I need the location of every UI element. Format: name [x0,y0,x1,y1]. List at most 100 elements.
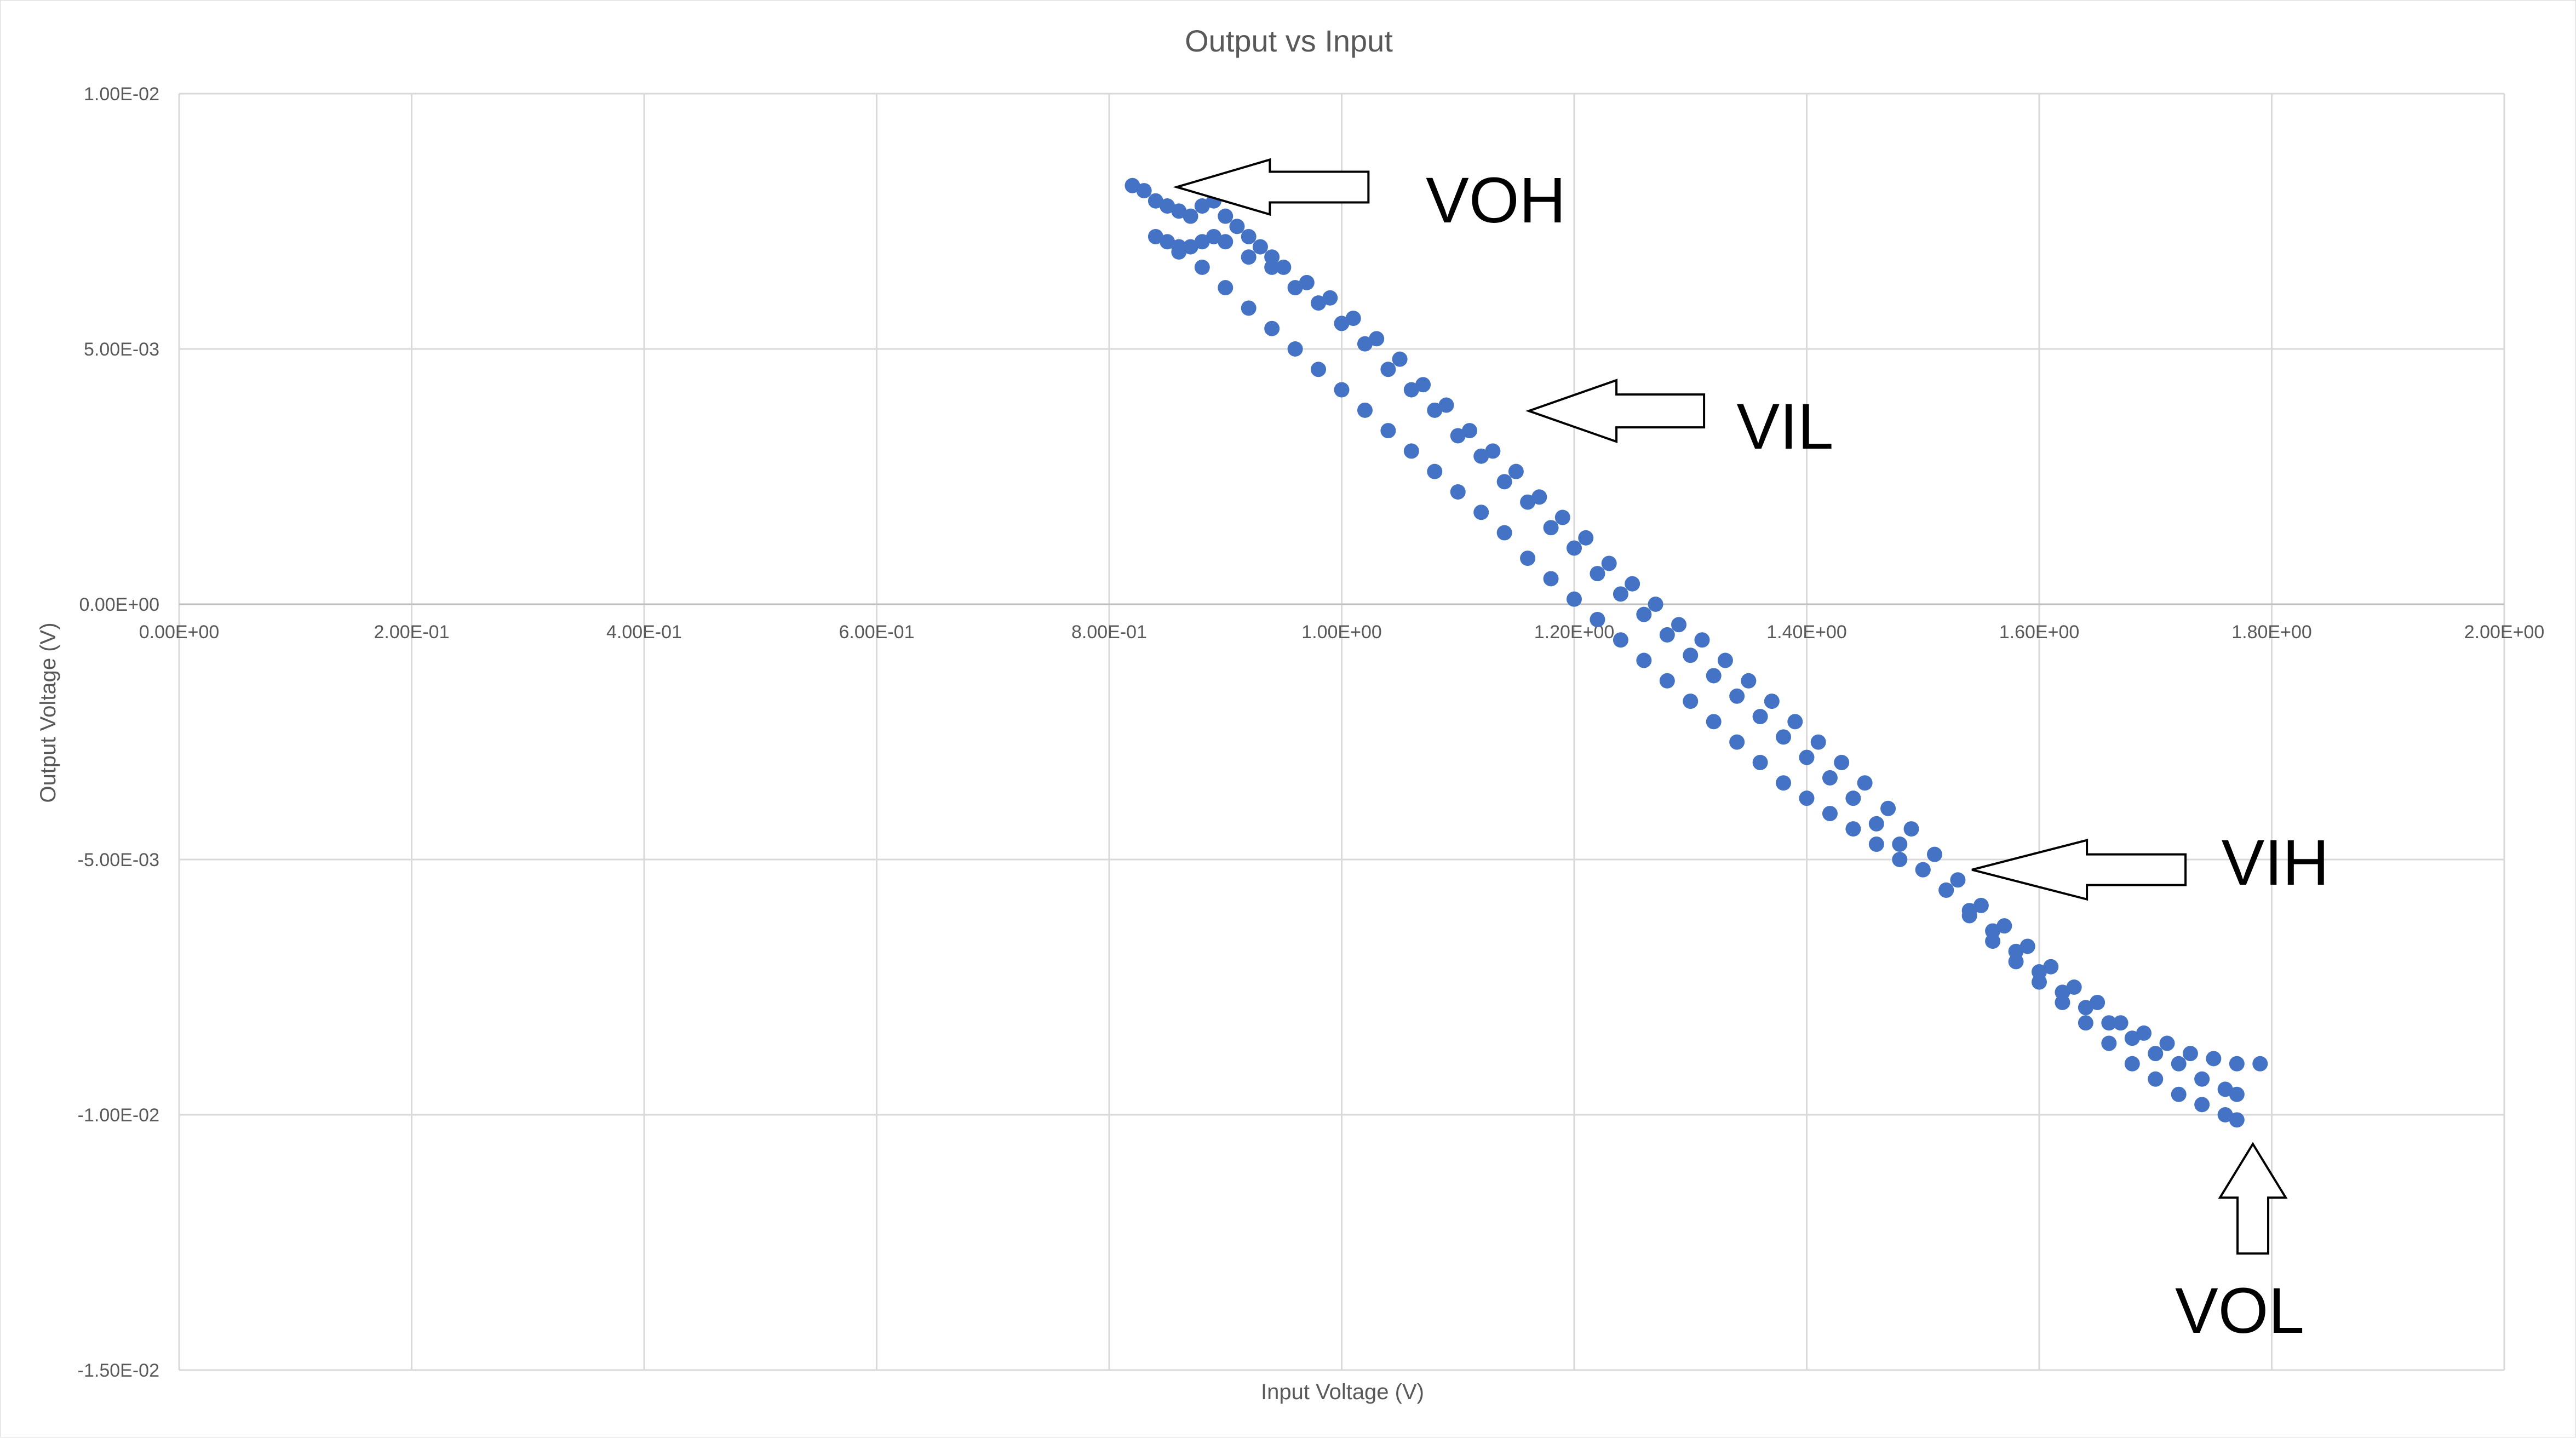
tick-labels: 0.00E+00 2.00E-01 4.00E-01 6.00E-01 8.00E-01… [78,84,2545,1381]
data-point [1892,852,1908,867]
y-axis-title: Output Voltage (V) [36,622,60,803]
data-point [2008,954,2024,970]
data-point [1148,228,1163,244]
data-point [1392,351,1408,367]
data-point [1438,397,1454,413]
data-point [1880,800,1896,816]
data-point [1485,443,1501,459]
data-point [1683,694,1699,709]
data-point [2217,1107,2233,1122]
data-point [1229,219,1245,234]
x-tick-label: 4.00E-01 [606,622,682,643]
data-point [1938,882,1954,898]
data-point [1590,611,1605,627]
data-point [1160,234,1175,250]
data-point [2078,1015,2093,1031]
data-point [2148,1071,2164,1087]
chart-title: Output vs Input [1185,24,1393,58]
data-point [1590,566,1605,582]
data-point [1892,837,1908,852]
gridlines [178,93,2505,1371]
data-point [2055,994,2070,1010]
data-point [2124,1030,2140,1046]
data-point [2124,1056,2140,1072]
data-point [1427,463,1443,479]
data-point [1578,530,1594,546]
voh-label: VOH [1426,164,1566,237]
data-point [1171,244,1187,260]
data-point [2032,974,2047,990]
vol-label: VOL [2175,1275,2304,1347]
data-point [2229,1112,2245,1128]
y-tick-label: 1.00E-02 [84,84,159,105]
data-point [1160,198,1175,214]
data-point [1183,208,1198,224]
data-point [1218,208,1234,224]
x-tick-label: 1.00E+00 [1301,622,1382,643]
data-point [1799,749,1815,765]
data-point [1636,652,1652,668]
data-point [1194,198,1210,214]
data-point [1369,331,1385,347]
data-point [1799,790,1815,806]
data-point [1334,382,1350,398]
data-point [1729,688,1745,704]
data-point [1148,193,1163,209]
data-point [2148,1046,2164,1062]
x-tick-label: 1.60E+00 [1999,622,2080,643]
data-point [1915,862,1931,878]
data-point [1776,775,1792,791]
data-point [1194,234,1210,250]
data-point [1787,714,1803,730]
data-point [1613,586,1628,602]
data-point [1473,448,1489,464]
x-tick-label: 6.00E-01 [839,622,915,643]
x-tick-label: 8.00E-01 [1071,622,1147,643]
y-tick-label: -1.50E-02 [78,1360,159,1381]
data-point [1415,377,1431,393]
data-point [1961,908,1977,924]
data-point [1625,576,1640,592]
data-point [1357,336,1373,352]
data-point [2136,1025,2152,1041]
data-point [1706,714,1722,730]
data-point [1241,300,1257,316]
data-point [1834,754,1850,770]
data-point [1567,591,1582,607]
data-point [2252,1056,2268,1072]
data-point [1601,555,1617,571]
data-point [1520,551,1536,566]
data-point [1636,606,1652,622]
data-point [1764,694,1780,709]
data-point [2101,1035,2117,1051]
data-point [1345,311,1361,326]
data-point [2182,1046,2198,1062]
data-point [1903,821,1919,837]
data-point [2206,1051,2222,1067]
data-point [1845,821,1861,837]
data-point [1694,632,1710,648]
data-point [1218,280,1234,296]
data-point [1380,423,1396,439]
x-tick-label: 2.00E-01 [374,622,450,643]
data-point [1136,183,1152,199]
data-point [1218,234,1234,250]
data-point [1671,617,1687,633]
data-point [1206,228,1222,244]
data-point [2020,938,2035,954]
data-point [1996,918,2012,934]
data-series [1125,177,2268,1128]
vil-arrow [1525,379,1706,443]
data-point [1810,734,1826,750]
data-point [2078,1000,2093,1016]
data-point [1403,443,1419,459]
data-point [2171,1056,2187,1072]
data-point [1659,627,1675,643]
data-point [1659,673,1675,689]
data-point [2043,959,2059,975]
data-point [1496,525,1512,541]
data-point [1554,509,1570,525]
y-tick-label: 0.00E+00 [79,594,159,615]
data-point [1496,474,1512,490]
